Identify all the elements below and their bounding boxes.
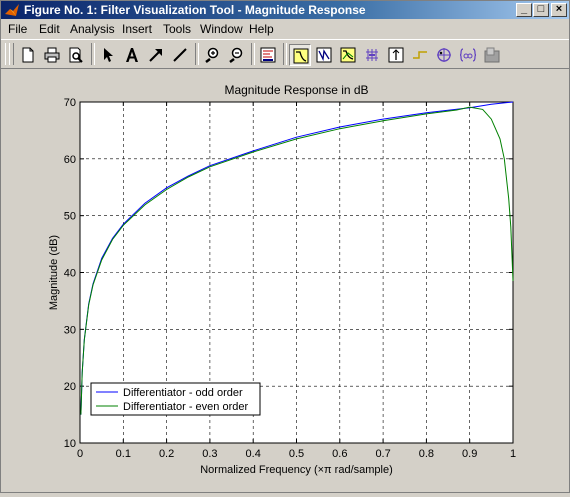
pole-zero-button[interactable] [433,44,455,66]
legend-label-even-order: Differentiator - even order [123,401,248,413]
filter-info-icon [484,47,500,63]
menu-tools[interactable]: Tools [163,22,192,36]
print-icon [44,47,60,63]
print-preview-button[interactable] [65,44,87,66]
tick-marks [79,101,514,444]
magnitude-response-chart: 0 0.1 0.2 0.3 0.4 0.5 0.6 0.7 0.8 0.9 1 10 20 30 40 50… [48,83,516,476]
group-delay-icon [366,49,378,61]
menu-analysis[interactable]: Analysis [70,22,115,36]
magnitude-phase-button[interactable] [337,44,359,66]
insert-arrow-icon [149,49,162,62]
step-response-icon [413,51,427,59]
y-tick-label: 20 [64,381,76,393]
close-button[interactable]: × [551,3,567,17]
toolbar-separator [283,43,287,65]
x-tick-label: 0.1 [116,448,131,460]
window-title: Figure No. 1: Filter Visualization Tool … [24,3,366,17]
select-arrow-icon [104,48,113,62]
toolbar-separator [195,43,199,65]
step-response-button[interactable] [409,44,431,66]
menu-window[interactable]: Window [200,22,243,36]
insert-text-button[interactable] [121,44,143,66]
menu-file[interactable]: File [8,22,28,36]
minimize-button[interactable]: _ [516,3,532,17]
toolbar-separator [251,43,255,65]
insert-line-icon [173,48,187,62]
x-tick-label: 0.9 [462,448,477,460]
zoom-in-button[interactable] [201,44,223,66]
y-tick-label: 40 [64,268,76,280]
zoom-in-icon [205,47,219,63]
filter-info-button[interactable] [481,44,503,66]
toolbar [1,39,569,69]
print-preview-icon [69,47,83,63]
x-tick-label: 0.8 [419,448,434,460]
title-bar[interactable]: Figure No. 1: Filter Visualization Tool … [1,1,569,19]
figure-area: 0 0.1 0.2 0.3 0.4 0.5 0.6 0.7 0.8 0.9 1 10 20 30 40 50… [1,71,569,492]
x-tick-label: 0.6 [332,448,347,460]
filter-coefficients-button[interactable] [457,44,479,66]
magnitude-response-button[interactable] [289,44,311,66]
x-tick-label: 0.2 [159,448,174,460]
x-tick-label: 0 [77,448,83,460]
series-lines [80,101,514,415]
y-tick-label: 30 [64,324,76,336]
matlab-logo-icon [5,4,19,16]
menu-insert[interactable]: Insert [122,22,153,36]
filter-coefficients-icon [460,48,476,62]
y-tick-label: 60 [64,154,76,166]
filter-specs-button[interactable] [257,44,279,66]
y-tick-label: 70 [64,97,76,109]
zoom-out-button[interactable] [225,44,247,66]
toolbar-separator [91,43,95,65]
zoom-out-icon [229,47,243,63]
select-arrow-button[interactable] [97,44,119,66]
x-tick-label: 0.7 [375,448,390,460]
menu-edit[interactable]: Edit [39,22,60,36]
toolbar-grip[interactable] [9,43,14,65]
print-button[interactable] [41,44,63,66]
magnitude-phase-icon [340,47,356,63]
x-tick-label: 0.5 [289,448,304,460]
insert-line-button[interactable] [169,44,191,66]
series-line-even-order [80,106,514,415]
x-tick-label: 0.4 [246,448,261,460]
chart-title: Magnitude Response in dB [224,83,368,97]
insert-text-icon [126,48,138,62]
phase-response-icon [316,47,332,63]
y-tick-label: 50 [64,211,76,223]
filter-specs-icon [260,47,276,63]
x-tick-label: 0.3 [202,448,217,460]
menu-bar: File Edit Analysis Insert Tools Window H… [1,20,569,38]
new-file-icon [22,47,34,63]
impulse-response-icon [388,47,404,63]
impulse-response-button[interactable] [385,44,407,66]
y-tick-label: 10 [64,438,76,450]
menu-help[interactable]: Help [249,22,274,36]
maximize-button[interactable]: □ [533,3,549,17]
phase-response-button[interactable] [313,44,335,66]
new-file-button[interactable] [17,44,39,66]
legend-label-odd-order: Differentiator - odd order [123,387,243,399]
legend-box [90,382,261,416]
magnitude-response-icon [293,48,309,64]
y-tick-labels: 10 20 30 40 50 60 70 [64,97,76,450]
legend[interactable]: Differentiator - odd order Differentiato… [90,382,261,416]
x-tick-labels: 0 0.1 0.2 0.3 0.4 0.5 0.6 0.7 0.8 0.9 1 [77,448,516,460]
pole-zero-icon [437,48,451,62]
group-delay-button[interactable] [361,44,383,66]
x-tick-label: 1 [510,448,516,460]
x-axis-label: Normalized Frequency (×π rad/sample) [200,464,393,476]
insert-arrow-button[interactable] [145,44,167,66]
y-axis-label: Magnitude (dB) [48,235,60,310]
